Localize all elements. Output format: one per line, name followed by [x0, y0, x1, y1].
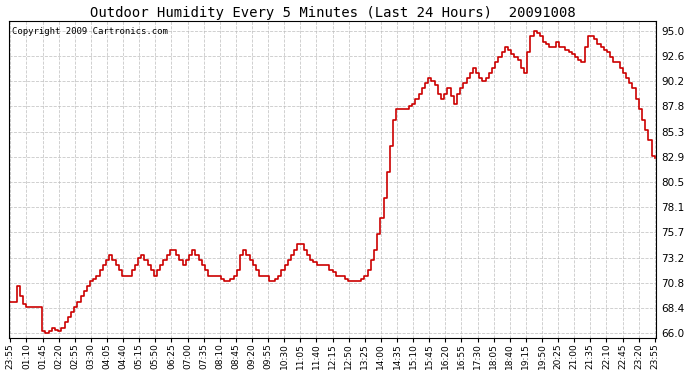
Text: Copyright 2009 Cartronics.com: Copyright 2009 Cartronics.com — [12, 27, 168, 36]
Title: Outdoor Humidity Every 5 Minutes (Last 24 Hours)  20091008: Outdoor Humidity Every 5 Minutes (Last 2… — [90, 6, 575, 20]
